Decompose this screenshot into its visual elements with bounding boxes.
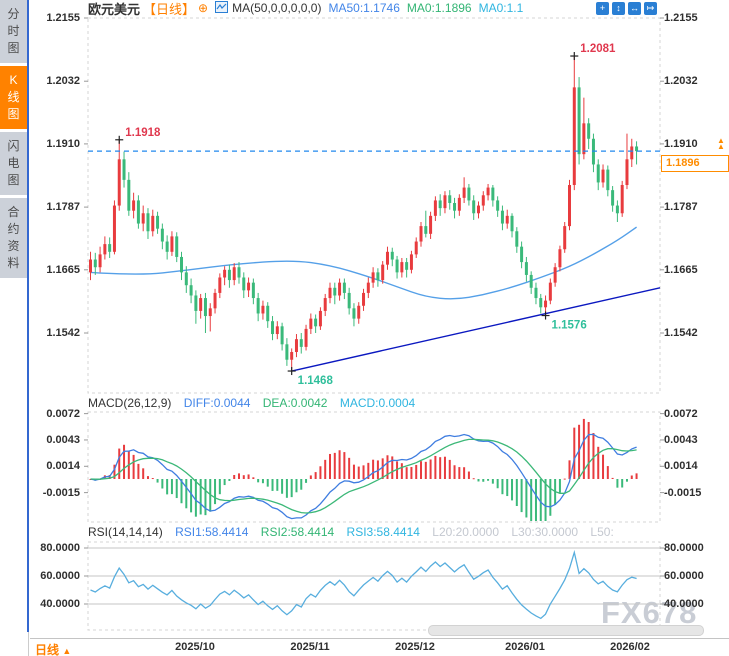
macd-axis-label-right: 0.0014 bbox=[664, 460, 698, 473]
svg-text:1.1918: 1.1918 bbox=[125, 127, 161, 139]
svg-text:1.1468: 1.1468 bbox=[298, 375, 334, 387]
price-axis-label-left: 1.1665 bbox=[46, 263, 80, 276]
axis-ticks bbox=[84, 17, 664, 605]
period-badge: 【日线】 bbox=[143, 1, 196, 17]
macd-axis-label-left: 0.0014 bbox=[46, 460, 80, 473]
sidebar-tab-contract-info[interactable]: 合约资料 bbox=[0, 198, 27, 278]
pan-icon[interactable]: + bbox=[596, 2, 609, 15]
rsi-axis-label-left: 60.0000 bbox=[40, 570, 80, 582]
macd-macd-value: MACD:0.0004 bbox=[339, 396, 416, 410]
ma50-line bbox=[90, 226, 638, 300]
macd-axis-label-left: 0.0072 bbox=[46, 407, 80, 420]
x-axis-label: 2026/01 bbox=[505, 641, 545, 653]
rsi-line bbox=[90, 549, 637, 620]
ma0-value-cyan: MA0:1.1 bbox=[478, 1, 524, 15]
price-axis-label-left: 1.1787 bbox=[46, 201, 80, 214]
macd-diff-line bbox=[90, 433, 637, 520]
macd-dea-line bbox=[90, 438, 637, 514]
rsi-axis-label-right: 60.0000 bbox=[664, 570, 704, 582]
indicator-chart-icon[interactable] bbox=[215, 0, 229, 16]
circle-plus-icon[interactable]: ⊕ bbox=[198, 1, 209, 15]
exit-fullscreen-icon[interactable]: ↦ bbox=[644, 2, 657, 15]
sidebar-tab-flash-chart[interactable]: 闪电图 bbox=[0, 132, 27, 195]
zoom-horizontal-icon[interactable]: ↔ bbox=[628, 2, 641, 15]
rsi-label: RSI(14,14,14) bbox=[88, 525, 163, 539]
fx678-watermark: FX678 bbox=[601, 595, 698, 630]
macd-axis-label-right: -0.0015 bbox=[664, 486, 702, 499]
rsi3-value: RSI3:58.4414 bbox=[346, 525, 420, 539]
macd-histogram bbox=[89, 418, 638, 521]
chart-window-controls: + ↕ ↔ ↦ bbox=[596, 2, 657, 15]
rsi1-value: RSI1:58.4414 bbox=[175, 525, 249, 539]
price-axis-label-right: 1.1910 bbox=[664, 137, 698, 150]
rsi2-value: RSI2:58.4414 bbox=[260, 525, 335, 539]
rsi-l20-value: L20:20.0000 bbox=[432, 525, 499, 539]
macd-axis-label-right: 0.0072 bbox=[664, 407, 698, 420]
sidebar-bottom-cell bbox=[0, 632, 29, 656]
macd-axis-label-left: 0.0043 bbox=[46, 433, 80, 446]
ma-settings-label: MA(50,0,0,0,0,0) bbox=[232, 1, 322, 15]
price-axis-label-right: 1.2155 bbox=[664, 12, 698, 24]
chart-title-bar: 欧元美元 【日线】 ⊕ MA(50,0,0,0,0,0) MA50:1.1746… bbox=[88, 0, 524, 17]
x-axis-label: 2026/02 bbox=[610, 641, 650, 653]
svg-text:1.2081: 1.2081 bbox=[580, 43, 616, 55]
macd-axis-label-right: 0.0043 bbox=[664, 433, 698, 446]
svg-text:1.1576: 1.1576 bbox=[552, 320, 587, 332]
x-axis-label: 2025/12 bbox=[395, 641, 435, 653]
price-axis-label-left: 1.1542 bbox=[46, 327, 80, 339]
price-up-arrow-icon: ▲ ▲ bbox=[717, 136, 725, 151]
rsi-l50-value: L50: bbox=[590, 525, 614, 539]
period-tab-daily[interactable]: 日线 ▲ bbox=[35, 643, 72, 656]
zoom-vertical-icon[interactable]: ↕ bbox=[612, 2, 625, 15]
macd-dea-value: DEA:0.0042 bbox=[262, 396, 328, 410]
macd-diff-value: DIFF:0.0044 bbox=[183, 396, 251, 410]
x-axis-label: 2025/11 bbox=[290, 641, 330, 653]
trendline bbox=[291, 287, 661, 372]
ma0-value-green: MA0:1.1896 bbox=[406, 1, 472, 15]
price-axis-label-right: 1.1665 bbox=[664, 263, 698, 276]
horizontal-scrollbar[interactable] bbox=[428, 625, 704, 636]
x-axis-label: 2025/10 bbox=[175, 641, 215, 653]
sidebar-tab-time-share-chart[interactable]: 分时图 bbox=[0, 0, 27, 63]
rsi-axis-label-right: 40.0000 bbox=[664, 598, 704, 610]
rsi-header: RSI(14,14,14) RSI1:58.4414 RSI2:58.4414 … bbox=[88, 525, 623, 539]
price-axis-label-right: 1.1542 bbox=[664, 327, 698, 339]
price-axis-label-right: 1.1787 bbox=[664, 201, 698, 214]
price-axis-label-left: 1.2155 bbox=[46, 12, 80, 24]
price-axis-label-right: 1.2032 bbox=[664, 75, 698, 88]
rsi-axis-label-left: 40.0000 bbox=[40, 598, 80, 610]
macd-header: MACD(26,12,9) DIFF:0.0044 DEA:0.0042 MAC… bbox=[88, 396, 424, 410]
current-price-box: 1.1896 bbox=[661, 155, 729, 172]
price-axis-label-left: 1.1910 bbox=[46, 137, 80, 150]
price-axis-label-left: 1.2032 bbox=[46, 75, 80, 88]
macd-label: MACD(26,12,9) bbox=[88, 396, 172, 410]
macd-axis-label-left: -0.0015 bbox=[42, 486, 80, 499]
macd-panel-border bbox=[87, 411, 661, 523]
rsi-l30-value: L30:30.0000 bbox=[511, 525, 579, 539]
price-annotations: 1.1918 1.2081 1.1468 1.1576 bbox=[115, 43, 616, 387]
rsi-panel-border bbox=[87, 541, 661, 631]
bottom-axis-divider bbox=[30, 638, 729, 639]
price-panel-border bbox=[87, 17, 661, 394]
rsi-axis-label-right: 80.0000 bbox=[664, 542, 704, 554]
ma50-value: MA50:1.1746 bbox=[328, 1, 400, 15]
symbol-title: 欧元美元 bbox=[88, 1, 141, 17]
rsi-axis-label-left: 80.0000 bbox=[40, 542, 80, 554]
